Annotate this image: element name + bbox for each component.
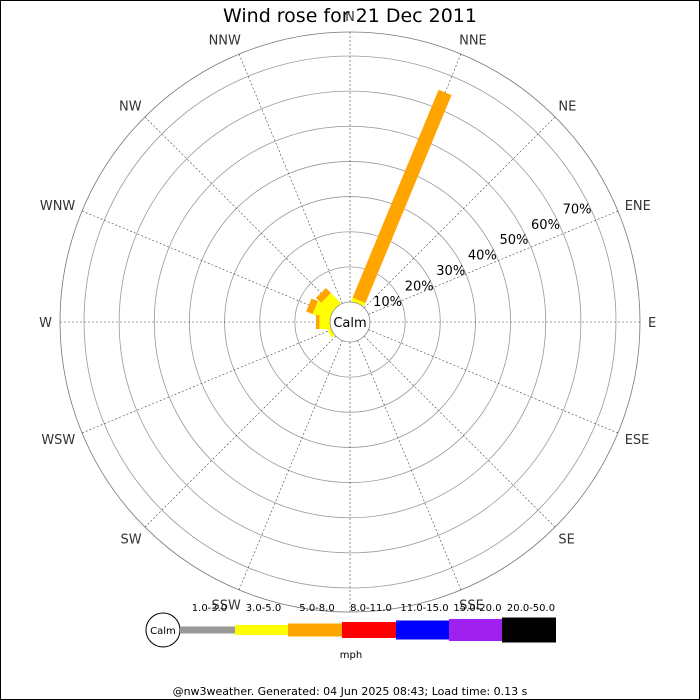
bar-nne-3.0-5.0 (351, 297, 366, 307)
percent-label: 10% (373, 295, 402, 310)
direction-label-ene: ENE (625, 199, 651, 214)
direction-label-nnw: NNW (209, 33, 241, 48)
spoke-ssw (238, 340, 343, 591)
percent-label: 20% (405, 279, 434, 294)
percent-label: 30% (436, 264, 465, 279)
direction-label-n: N (345, 10, 355, 25)
direction-label-nne: NNE (459, 33, 487, 48)
bar-wsw-3.0-5.0 (325, 323, 335, 338)
calm-circle (329, 301, 371, 343)
direction-label-wnw: WNW (40, 199, 76, 214)
calm-label: Calm (333, 316, 366, 331)
direction-label-ne: NE (558, 100, 576, 115)
grid-ring (118, 90, 582, 554)
bar-nne-5.0-8.0 (352, 89, 452, 303)
grid-ring (153, 125, 547, 519)
direction-label-w: W (39, 316, 52, 331)
spoke-sw (144, 335, 337, 528)
direction-label-sw: SW (121, 532, 142, 547)
percent-label: 60% (531, 218, 560, 233)
bar-nw-5.0-8.0 (315, 287, 331, 303)
spoke-se (363, 335, 556, 528)
direction-label-se: SE (558, 532, 574, 547)
direction-label-wsw: WSW (41, 433, 75, 448)
direction-label-ese: ESE (625, 433, 650, 448)
spoke-ene (368, 210, 619, 315)
grid-ring (294, 266, 406, 378)
chart-title: Wind rose for 21 Dec 2011 (223, 5, 477, 27)
direction-label-s: S (346, 622, 354, 637)
direction-label-nw: NW (119, 100, 142, 115)
percent-labels: 10%20%30%40%50%60%70% (373, 202, 591, 309)
direction-label-sse: SSE (459, 599, 484, 614)
direction-label-ssw: SSW (212, 599, 242, 614)
spoke-wsw (81, 329, 332, 434)
percent-label: 70% (563, 202, 592, 217)
calm-center: Calm (329, 301, 371, 343)
percent-label: 50% (499, 233, 528, 248)
percent-label: 40% (468, 249, 497, 264)
bar-wnw-5.0-8.0 (306, 298, 318, 315)
spoke-nw (144, 116, 337, 309)
spoke-ne (363, 116, 556, 309)
spoke-wnw (81, 210, 332, 315)
footer-text: @nw3weather. Generated: 04 Jun 2025 08:4… (172, 685, 528, 698)
spoke-ese (368, 329, 619, 434)
grid-ring (259, 231, 441, 413)
direction-label-e: E (648, 316, 656, 331)
bar-w-5.0-8.0 (315, 315, 320, 329)
spoke-sse (357, 340, 462, 591)
spoke-nnw (238, 53, 343, 304)
